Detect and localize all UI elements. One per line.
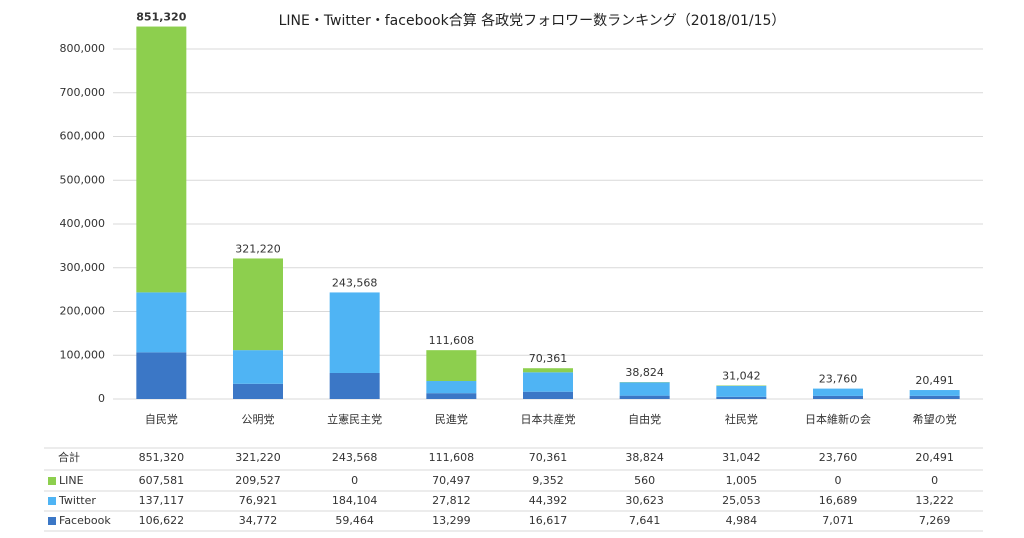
x-tick-label: 立憲民主党 xyxy=(327,412,382,426)
bar-segment xyxy=(523,391,573,399)
table-cell: 184,104 xyxy=(332,494,378,507)
bar-segment xyxy=(136,292,187,353)
table-row-label: Twitter xyxy=(58,494,96,507)
bar-segment xyxy=(329,292,380,373)
x-tick-label: 自由党 xyxy=(628,412,661,426)
table-cell: 209,527 xyxy=(235,474,281,487)
bar-segment xyxy=(716,396,767,399)
total-label: 38,824 xyxy=(625,366,664,379)
table-cell: 560 xyxy=(634,474,655,487)
y-tick-label: 0 xyxy=(98,392,105,405)
bar-segment xyxy=(813,388,863,396)
table-row-label: LINE xyxy=(59,474,84,487)
bar-segment xyxy=(233,258,283,351)
y-tick-label: 500,000 xyxy=(60,173,106,186)
table-cell: 25,053 xyxy=(722,494,761,507)
table-cell: 7,641 xyxy=(629,514,661,527)
chart-title: LINE・Twitter・facebook合算 各政党フォロワー数ランキング（2… xyxy=(279,13,786,29)
table-cell: 30,623 xyxy=(625,494,664,507)
y-tick-label: 600,000 xyxy=(60,130,106,143)
table-cell: 0 xyxy=(351,474,358,487)
table-cell: 111,608 xyxy=(429,451,475,464)
table-cell: 851,320 xyxy=(139,451,185,464)
y-tick-label: 300,000 xyxy=(60,261,106,274)
table-cell: 20,491 xyxy=(915,451,954,464)
bar-segment xyxy=(233,383,283,399)
table-cell: 38,824 xyxy=(625,451,664,464)
x-tick-label: 社民党 xyxy=(725,412,758,426)
table-row-label: 合計 xyxy=(58,450,80,464)
table-cell: 16,689 xyxy=(819,494,858,507)
table-cell: 44,392 xyxy=(529,494,568,507)
bar-segment xyxy=(909,395,960,399)
bar-segment xyxy=(716,385,767,397)
total-label: 321,220 xyxy=(235,242,281,255)
total-label: 23,760 xyxy=(819,373,858,386)
table-cell: 76,921 xyxy=(239,494,278,507)
table-cell: 106,622 xyxy=(139,514,185,527)
legend-swatch xyxy=(48,477,56,485)
y-tick-label: 100,000 xyxy=(60,348,106,361)
legend-swatch xyxy=(48,517,56,525)
y-tick-label: 800,000 xyxy=(60,42,106,55)
table-cell: 1,005 xyxy=(726,474,758,487)
x-tick-label: 日本共産党 xyxy=(521,412,576,426)
legend-swatch xyxy=(48,497,56,505)
y-tick-label: 200,000 xyxy=(60,305,106,318)
table-cell: 59,464 xyxy=(335,514,374,527)
table-cell: 4,984 xyxy=(726,514,758,527)
bar-segment xyxy=(233,350,283,384)
bar-segment xyxy=(619,395,670,399)
total-label: 20,491 xyxy=(915,374,954,387)
table-cell: 0 xyxy=(835,474,842,487)
bar-segment xyxy=(909,390,960,396)
table-cell: 31,042 xyxy=(722,451,761,464)
table-cell: 7,269 xyxy=(919,514,951,527)
table-cell: 7,071 xyxy=(822,514,854,527)
x-tick-label: 希望の党 xyxy=(913,412,957,426)
table-cell: 34,772 xyxy=(239,514,278,527)
total-label: 111,608 xyxy=(429,334,475,347)
bar-segment xyxy=(813,395,863,399)
table-cell: 243,568 xyxy=(332,451,378,464)
x-tick-label: 自民党 xyxy=(145,413,178,426)
bar-segment xyxy=(426,381,477,394)
table-cell: 23,760 xyxy=(819,451,858,464)
table-cell: 13,222 xyxy=(915,494,954,507)
table-cell: 70,361 xyxy=(529,451,568,464)
table-cell: 0 xyxy=(931,474,938,487)
table-cell: 137,117 xyxy=(139,494,185,507)
table-cell: 321,220 xyxy=(235,451,281,464)
y-tick-label: 400,000 xyxy=(60,217,106,230)
bar-segment xyxy=(523,372,573,392)
total-label: 70,361 xyxy=(529,352,568,365)
table-cell: 70,497 xyxy=(432,474,471,487)
table-cell: 9,352 xyxy=(532,474,564,487)
y-tick-label: 700,000 xyxy=(60,86,106,99)
total-label: 243,568 xyxy=(332,276,378,289)
table-cell: 27,812 xyxy=(432,494,471,507)
table-cell: 16,617 xyxy=(529,514,568,527)
table-cell: 13,299 xyxy=(432,514,471,527)
bar-segment xyxy=(426,393,477,399)
bar-segment xyxy=(136,26,187,293)
bar-segment xyxy=(619,382,670,396)
table-cell: 607,581 xyxy=(139,474,185,487)
table-row-label: Facebook xyxy=(59,514,111,527)
total-label: 851,320 xyxy=(136,11,186,24)
bar-segment xyxy=(523,368,573,373)
x-tick-label: 日本維新の会 xyxy=(805,412,871,426)
x-tick-label: 公明党 xyxy=(242,413,275,426)
bar-segment xyxy=(426,350,477,382)
x-tick-label: 民進党 xyxy=(435,413,468,426)
bar-segment xyxy=(329,372,380,399)
total-label: 31,042 xyxy=(722,369,761,382)
bar-segment xyxy=(136,352,187,399)
